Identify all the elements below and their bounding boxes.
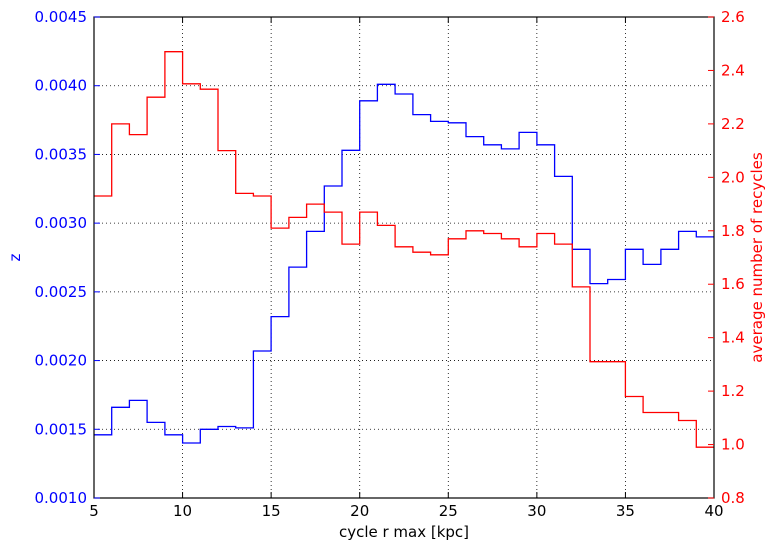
y-tick-label: 0.0010 (35, 489, 88, 507)
y-tick-label: 0.0035 (35, 145, 88, 163)
y2-tick-label: 1.4 (721, 329, 745, 347)
x-tick-label: 15 (262, 502, 281, 520)
x-tick-label: 35 (616, 502, 635, 520)
y2-tick-label: 1.6 (721, 275, 745, 293)
y2-axis-label: average number of recycles (748, 152, 766, 363)
x-tick-label: 20 (350, 502, 369, 520)
series-layer (94, 51, 714, 448)
y-tick-label: 0.0025 (35, 283, 88, 301)
y2-tick-label: 2.6 (721, 8, 745, 26)
y-tick-label: 0.0020 (35, 352, 88, 370)
y-tick-label: 0.0030 (35, 214, 88, 232)
y-tick-label: 0.0040 (35, 77, 88, 95)
y-axis-label: z (6, 253, 24, 261)
y2-tick-label: 1.2 (721, 382, 745, 400)
x-axis-label: cycle r max [kpc] (339, 523, 469, 541)
x-tick-label: 5 (89, 502, 99, 520)
x-tick-label: 25 (439, 502, 458, 520)
x-tick-label: 30 (527, 502, 546, 520)
x-tick-label: 10 (173, 502, 192, 520)
y2-tick-label: 2.4 (721, 61, 745, 79)
z-step-line (94, 83, 714, 444)
y-tick-label: 0.0015 (35, 420, 88, 438)
y-tick-label: 0.0045 (35, 8, 88, 26)
y2-tick-label: 0.8 (721, 489, 745, 507)
y2-tick-label: 2.0 (721, 168, 745, 186)
plot-frame (93, 16, 715, 499)
y2-tick-label: 1.8 (721, 222, 745, 240)
y2-tick-label: 2.2 (721, 115, 745, 133)
recycles-step-line (94, 51, 714, 448)
y2-tick-label: 1.0 (721, 436, 745, 454)
ticks: 5 10 15 20 25 30 35 40 0.0010 0.0015 0.0020 0.0025 0… (35, 8, 745, 520)
x-tick-label: 40 (704, 502, 723, 520)
grid (94, 17, 714, 498)
